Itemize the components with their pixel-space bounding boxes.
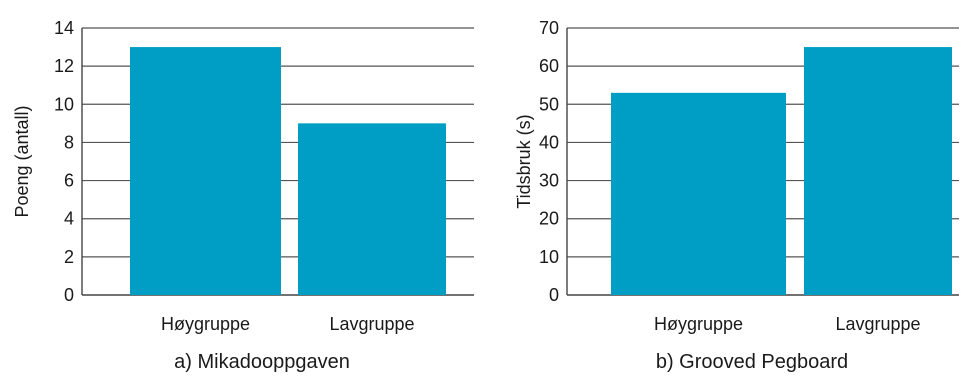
y-tick-label: 30 [539,171,559,191]
y-tick-label: 0 [64,285,74,305]
x-tick-label: Høygruppe [161,314,250,334]
y-tick-label: 10 [54,94,74,114]
chart-caption: b) Grooved Pegboard [656,351,848,373]
y-axis-label: Tidsbruk (s) [514,114,534,208]
y-axis-label: Poeng (antall) [12,105,32,217]
y-tick-label: 70 [539,18,559,38]
y-tick-label: 40 [539,132,559,152]
y-tick-label: 12 [54,56,74,76]
y-tick-label: 8 [64,132,74,152]
y-tick-label: 2 [64,247,74,267]
x-tick-label: Lavgruppe [329,314,414,334]
y-tick-label: 14 [54,18,74,38]
bar-h-ygruppe [611,92,786,295]
y-tick-label: 50 [539,94,559,114]
y-tick-label: 4 [64,209,74,229]
y-tick-label: 0 [549,285,559,305]
y-tick-label: 6 [64,171,74,191]
bar-lavgruppe [298,123,446,295]
y-tick-label: 10 [539,247,559,267]
bar-h-ygruppe [130,47,281,296]
chart-caption: a) Mikadooppgaven [174,351,350,373]
y-tick-label: 20 [539,209,559,229]
y-tick-label: 60 [539,56,559,76]
bar-lavgruppe [804,47,952,296]
x-tick-label: Lavgruppe [835,314,920,334]
x-tick-label: Høygruppe [654,314,743,334]
